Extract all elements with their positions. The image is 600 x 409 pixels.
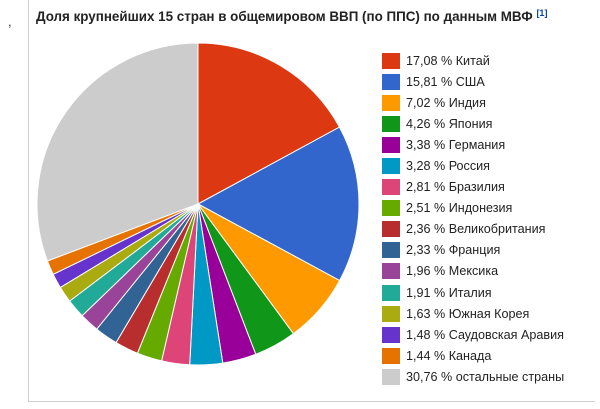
legend-item: 7,02 % Индия [382, 92, 564, 113]
pie-slice-15 [36, 42, 199, 262]
pie-slice-0 [197, 42, 341, 205]
legend-swatch [382, 73, 400, 90]
legend-swatch [382, 263, 400, 280]
chart-title-text: Доля крупнейших 15 стран в общемировом В… [36, 9, 533, 24]
legend-item: 1,44 % Канада [382, 345, 564, 366]
legend-swatch [382, 347, 400, 364]
legend-label: 1,44 % Канада [406, 348, 492, 363]
legend-label: 4,26 % Япония [406, 116, 493, 131]
legend-label: 1,48 % Саудовская Аравия [406, 327, 564, 342]
legend-item: 30,76 % остальные страны [382, 366, 564, 387]
legend-swatch [382, 200, 400, 217]
legend-swatch [382, 368, 400, 385]
footnote-link[interactable]: [1] [536, 8, 548, 18]
legend-item: 15,81 % США [382, 71, 564, 92]
legend-label: 3,38 % Германия [406, 137, 506, 152]
legend-swatch [382, 284, 400, 301]
legend-swatch [382, 158, 400, 175]
legend-label: 2,81 % Бразилия [406, 180, 505, 195]
legend-swatch [382, 242, 400, 259]
legend-item: 2,36 % Великобритания [382, 219, 564, 240]
legend-label: 3,28 % Россия [406, 159, 491, 174]
legend-label: 1,91 % Италия [406, 285, 492, 300]
legend-label: 15,81 % США [406, 74, 485, 89]
legend-item: 1,96 % Мексика [382, 261, 564, 282]
stray-punctuation: , [8, 14, 12, 29]
legend-label: 30,76 % остальные страны [406, 369, 565, 384]
chart-title: Доля крупнейших 15 стран в общемировом В… [36, 8, 596, 24]
legend-item: 2,51 % Индонезия [382, 198, 564, 219]
legend-label: 2,33 % Франция [406, 243, 501, 258]
legend-swatch [382, 94, 400, 111]
legend-item: 2,33 % Франция [382, 240, 564, 261]
legend-label: 2,51 % Индонезия [406, 201, 513, 216]
legend-item: 1,91 % Италия [382, 282, 564, 303]
legend-swatch [382, 136, 400, 153]
legend-item: 3,38 % Германия [382, 134, 564, 155]
legend-item: 3,28 % Россия [382, 155, 564, 176]
legend-item: 4,26 % Япония [382, 113, 564, 134]
legend-label: 17,08 % Китай [406, 53, 490, 68]
chart-legend: 17,08 % Китай 15,81 % США 7,02 % Индия 4,26… [382, 50, 564, 388]
legend-swatch [382, 221, 400, 238]
legend-item: 17,08 % Китай [382, 50, 564, 71]
legend-label: 7,02 % Индия [406, 95, 486, 110]
legend-swatch [382, 179, 400, 196]
legend-swatch [382, 52, 400, 69]
pie-slice-1 [196, 126, 360, 282]
legend-swatch [382, 326, 400, 343]
legend-item: 2,81 % Бразилия [382, 177, 564, 198]
legend-item: 1,48 % Саудовская Аравия [382, 324, 564, 345]
legend-item: 1,63 % Южная Корея [382, 303, 564, 324]
legend-swatch [382, 305, 400, 322]
legend-label: 1,96 % Мексика [406, 264, 499, 279]
legend-swatch [382, 115, 400, 132]
legend-label: 1,63 % Южная Корея [406, 306, 530, 321]
legend-label: 2,36 % Великобритания [406, 222, 546, 237]
